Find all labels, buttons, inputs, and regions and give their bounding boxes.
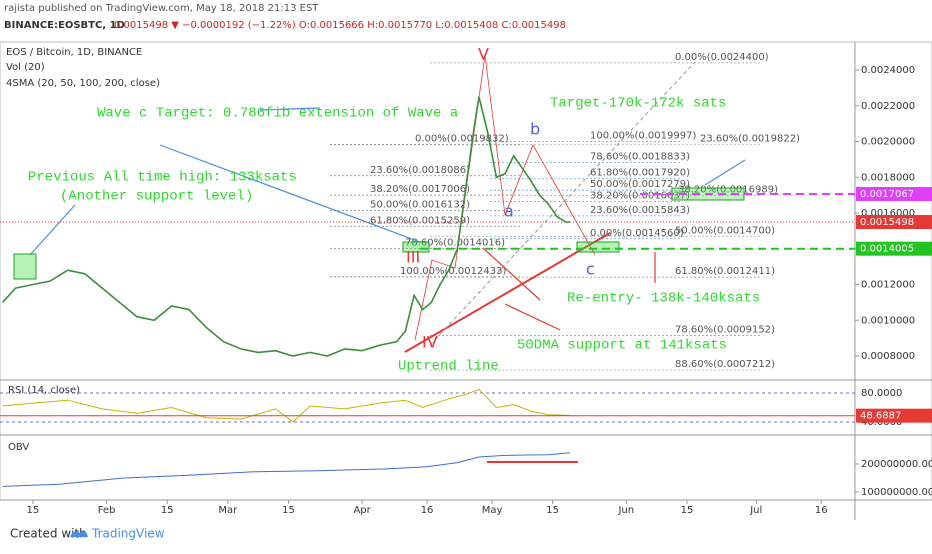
y-tick-label: 100000000.0000 <box>861 487 932 498</box>
fib-label: 61.80%(0.0017920) <box>590 168 690 179</box>
wave-lines <box>414 54 596 341</box>
fib-label: 0.00%(0.0024400) <box>675 52 769 63</box>
annotation: Wave c Target: 0.786fib extension of Wav… <box>97 106 458 122</box>
x-tick-label: 16 <box>421 505 434 516</box>
symbol: BINANCE:EOSBTC, 1D <box>4 20 125 31</box>
arrow <box>159 144 421 243</box>
y-tick-label: 80.0000 <box>861 388 902 399</box>
annotation: 50DMA support at 141ksats <box>517 338 727 354</box>
box <box>13 253 37 280</box>
footer-brand[interactable]: TradingView <box>91 527 165 541</box>
quote: 0.0015498 ▼ −0.0000192 (−1.22%) O:0.0015… <box>114 20 566 31</box>
indicator: Vol (20) <box>6 62 45 73</box>
price-tag <box>856 408 932 423</box>
rsi-title: RSI (14, close) <box>8 385 80 396</box>
x-tick-label: 15 <box>681 505 694 516</box>
x-tick-label: Jun <box>617 505 634 516</box>
fib-label: 61.80%(0.0015259) <box>370 215 470 226</box>
wave-label: V <box>478 45 489 64</box>
fib-label: 78.60%(0.0018833) <box>590 151 690 162</box>
publisher: rajista published on TradingView.com, Ma… <box>4 3 319 14</box>
arrow <box>504 303 561 331</box>
fib-label: 100.00%(0.0012433) <box>400 266 506 277</box>
x-tick-label: 15 <box>27 505 40 516</box>
y-tick-label: 200000000.0000 <box>861 459 932 470</box>
wave-label: a <box>504 202 514 221</box>
price-tag-label: 0.0017067 <box>860 189 914 200</box>
fib-label: 50.00%(0.0014700) <box>675 225 775 236</box>
fib-label: 78.60%(0.0009152) <box>675 324 775 335</box>
wave-label: b <box>530 120 540 139</box>
price-line-series <box>2 96 570 357</box>
fib-label: 23.60%(0.0018086) <box>370 165 470 176</box>
price-tag-label: 0.0015498 <box>860 217 914 228</box>
fib-label: 38.20%(0.0017006) <box>370 184 470 195</box>
y-tick-label: 0.0010000 <box>861 315 915 326</box>
fib-label: 88.60%(0.0007212) <box>675 359 775 370</box>
indicator: 4SMA (20, 50, 100, 200, close) <box>6 78 160 89</box>
price-tag <box>856 215 932 230</box>
x-tick-label: 15 <box>282 505 295 516</box>
price-tag <box>856 241 932 256</box>
logo <box>70 531 88 537</box>
x-tick-label: Feb <box>98 505 116 516</box>
x-tick-label: Mar <box>218 505 238 516</box>
fib-label: 23.60%(0.0015843) <box>590 205 690 216</box>
y-tick-label: 0.0022000 <box>861 101 915 112</box>
fib-label: 38.20%(0.0016989) <box>678 184 778 195</box>
fib-label: 23.60%(0.0019822) <box>700 134 800 145</box>
chart-title: EOS / Bitcoin, 1D, BINANCE <box>6 47 142 58</box>
price-tag <box>856 186 932 201</box>
x-tick-label: 15 <box>546 505 559 516</box>
y-tick-label: 0.0016000 <box>861 208 915 219</box>
fib-label: 50.00%(0.0016132) <box>370 200 470 211</box>
wave-label: c <box>586 260 595 279</box>
x-tick-label: Jul <box>749 505 762 516</box>
annotation: Uptrend line <box>398 359 499 375</box>
fib-label: 50.00%(0.0017279) <box>590 179 690 190</box>
footer-created: Created with <box>10 527 87 541</box>
y-tick-label: 0.0020000 <box>861 137 915 148</box>
y-tick-label: 0.0018000 <box>861 172 915 183</box>
y-tick-label: 0.0024000 <box>861 65 915 76</box>
uptrend-line <box>404 232 611 353</box>
y-tick-label: 0.0008000 <box>861 351 915 362</box>
arrow <box>704 159 746 186</box>
x-tick-label: Apr <box>353 505 371 516</box>
fib-diagonal <box>429 61 696 346</box>
annotation: Target-170k-172k sats <box>550 96 726 112</box>
wave-label: IV <box>422 333 438 352</box>
annotation: (Another support level) <box>60 189 253 205</box>
box <box>576 241 620 253</box>
box <box>402 241 430 253</box>
y-tick-label: 0.0012000 <box>861 280 915 291</box>
annotation: Previous All time high: 133ksats <box>28 170 297 186</box>
fib-label: 100.00%(0.0019997) <box>590 131 696 142</box>
obv-line <box>2 452 571 487</box>
fib-label: 0.00%(0.0014560) <box>590 228 684 239</box>
x-tick-label: May <box>482 505 503 516</box>
price-tag-label: 0.0014005 <box>860 244 914 255</box>
obv-title: OBV <box>8 442 29 453</box>
fib-label: 38.20%(0.0016637) <box>590 191 690 202</box>
arrow <box>482 247 541 301</box>
fib-label: 61.80%(0.0012411) <box>675 266 775 277</box>
rsi-line <box>2 388 571 423</box>
arrow <box>259 107 321 111</box>
x-tick-label: 15 <box>161 505 174 516</box>
price-tag-label: 48.6887 <box>860 411 901 422</box>
arrow <box>29 204 76 256</box>
fib-label: 0.00%(0.0019832) <box>415 134 509 145</box>
wave-label: III <box>406 248 420 267</box>
x-tick-label: 16 <box>815 505 828 516</box>
annotation: Re-entry- 138k-140ksats <box>567 291 760 307</box>
fib-label: 78.60%(0.0014016) <box>405 237 505 248</box>
